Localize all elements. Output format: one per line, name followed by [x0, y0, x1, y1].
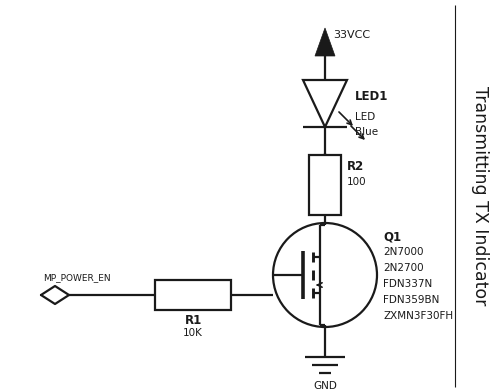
Text: 33VCC: 33VCC — [333, 30, 370, 40]
Text: Q1: Q1 — [383, 230, 401, 243]
Circle shape — [273, 223, 377, 327]
Text: 10K: 10K — [183, 328, 203, 338]
Text: Transmitting TX Indicator: Transmitting TX Indicator — [471, 86, 489, 306]
Text: ZXMN3F30FH: ZXMN3F30FH — [383, 311, 453, 321]
Text: MP_POWER_EN: MP_POWER_EN — [43, 273, 110, 282]
Text: FDN359BN: FDN359BN — [383, 295, 440, 305]
Text: FDN337N: FDN337N — [383, 279, 432, 289]
Text: Blue: Blue — [355, 127, 378, 137]
Text: 100: 100 — [347, 177, 366, 187]
Text: LED: LED — [355, 112, 375, 122]
Text: 2N2700: 2N2700 — [383, 263, 424, 273]
Text: R2: R2 — [347, 160, 364, 173]
Polygon shape — [303, 80, 347, 127]
Text: GND: GND — [313, 381, 337, 391]
Text: 2N7000: 2N7000 — [383, 247, 424, 257]
Text: LED1: LED1 — [355, 90, 388, 103]
Bar — [155, 280, 231, 310]
Polygon shape — [315, 28, 335, 56]
Bar — [309, 155, 341, 215]
Text: R1: R1 — [184, 314, 202, 327]
